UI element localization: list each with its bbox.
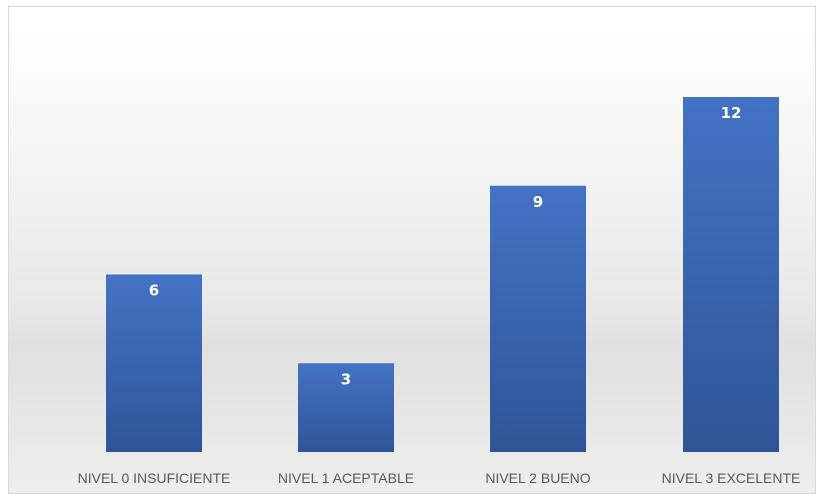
bar-3 [683, 97, 779, 452]
data-label-0: 6 [149, 282, 159, 300]
x-tick-label-3: NIVEL 3 EXCELENTE [662, 470, 801, 486]
bar-0 [106, 274, 202, 452]
x-tick-label-0: NIVEL 0 INSUFICIENTE [78, 470, 231, 486]
x-tick-label-2: NIVEL 2 BUENO [485, 470, 590, 486]
bar-2 [490, 185, 586, 452]
x-tick-label-1: NIVEL 1 ACEPTABLE [278, 470, 414, 486]
data-label-1: 3 [341, 370, 351, 388]
bars-group [106, 97, 779, 452]
bar-1 [298, 363, 394, 452]
data-label-2: 9 [533, 193, 543, 211]
data-label-3: 12 [721, 104, 742, 122]
data-labels-group: 6 3 9 12 [149, 104, 742, 388]
x-axis-labels: NIVEL 0 INSUFICIENTE NIVEL 1 ACEPTABLE NIV… [78, 470, 801, 486]
